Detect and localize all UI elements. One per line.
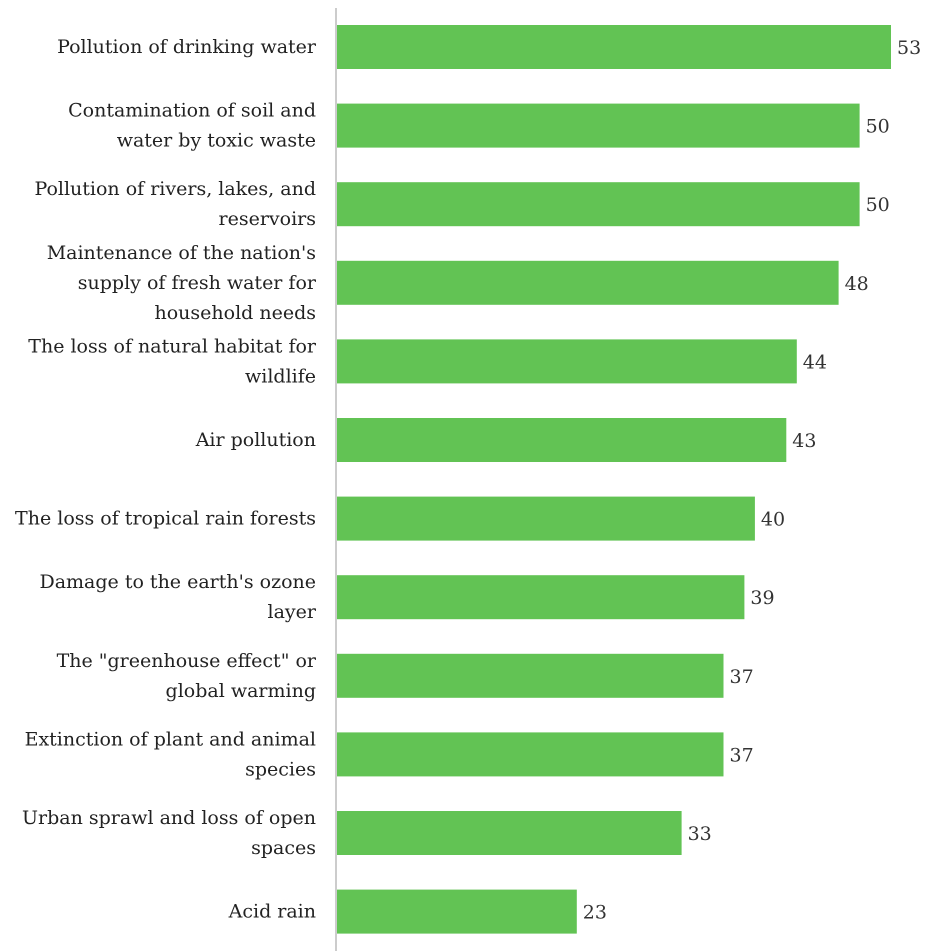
bar xyxy=(336,418,787,462)
category-label: Acid rain xyxy=(228,901,316,923)
category-label: The loss of tropical rain forests xyxy=(15,508,316,530)
bar-group xyxy=(336,25,891,934)
data-label: 40 xyxy=(761,509,785,531)
bar xyxy=(336,260,839,305)
category-label: Urban sprawl and loss of open spaces xyxy=(22,807,316,859)
category-label: The "greenhouse effect" or global warming xyxy=(57,650,317,702)
category-label: Damage to the earth's ozone layer xyxy=(39,571,316,623)
data-label: 39 xyxy=(750,587,774,609)
bar xyxy=(336,889,577,934)
data-label: 48 xyxy=(845,273,869,295)
data-label: 50 xyxy=(866,194,890,216)
data-label: 43 xyxy=(792,430,816,452)
bar xyxy=(336,732,724,777)
bar xyxy=(336,575,745,620)
bar xyxy=(336,339,797,384)
data-label: 33 xyxy=(688,823,712,845)
category-label: Pollution of rivers, lakes, and reservoir… xyxy=(34,178,316,230)
data-label: 44 xyxy=(803,351,827,373)
category-label: Extinction of plant and animal species xyxy=(25,728,316,780)
value-label-group: 53 50 50 48 44 43 40 39 37 37 33 23 xyxy=(583,37,921,924)
bar xyxy=(336,653,724,698)
category-label-group: Pollution of drinking water Contamination… xyxy=(15,36,317,923)
category-label: The loss of natural habitat for wildlife xyxy=(28,335,317,387)
data-label: 37 xyxy=(730,744,754,766)
bar xyxy=(336,182,860,227)
category-label: Pollution of drinking water xyxy=(57,36,317,58)
bar xyxy=(336,496,755,541)
category-label: Air pollution xyxy=(195,429,316,451)
bar xyxy=(336,103,860,148)
category-label: Contamination of soil and water by toxic … xyxy=(68,100,316,152)
data-label: 23 xyxy=(583,902,607,924)
data-label: 50 xyxy=(866,116,890,138)
bar xyxy=(336,811,682,855)
data-label: 53 xyxy=(897,37,921,59)
bar xyxy=(336,25,891,69)
category-label: Maintenance of the nation's supply of fre… xyxy=(47,242,317,324)
data-label: 37 xyxy=(730,666,754,688)
